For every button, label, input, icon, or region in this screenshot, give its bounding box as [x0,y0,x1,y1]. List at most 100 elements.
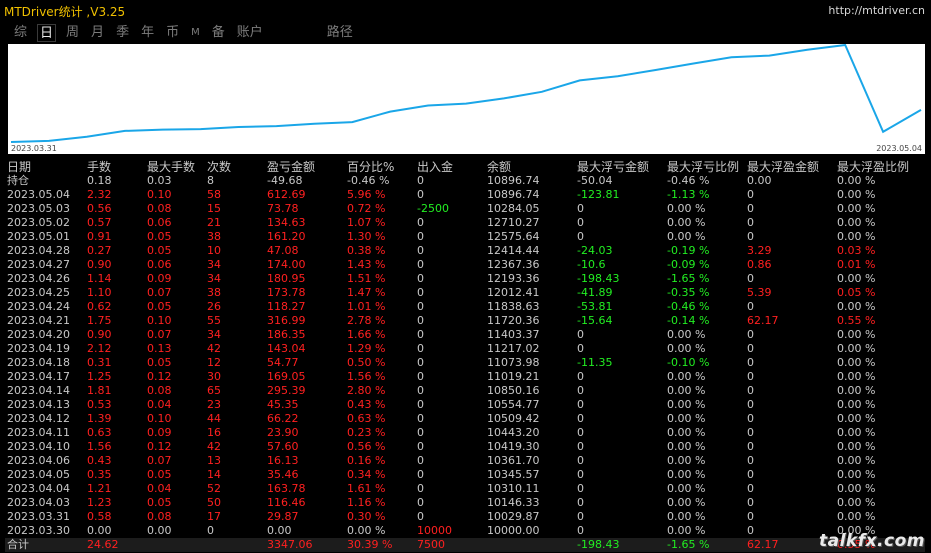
cell-mfpp: 0.00 % [837,454,876,467]
cell-count: 21 [207,216,221,229]
table-row[interactable]: 2023.04.18 0.31 0.05 12 54.77 0.50 % 0 11073.98… [5,356,925,370]
cell-mfp: 3.29 [747,244,772,257]
cell-mfl: 0 [577,370,584,383]
holding-row[interactable]: 持仓 0.18 0.03 8 -49.68 -0.46 % 0 10896.74 -50.04 -… [5,174,925,188]
table-row[interactable]: 2023.05.01 0.91 0.05 38 161.20 1.30 % 0 12575.6… [5,230,925,244]
header-max-float-profit[interactable]: 最大浮盈金额 [747,159,820,174]
tab-summary[interactable]: 综 [14,25,28,40]
table-row[interactable]: 2023.03.30 0.00 0.00 0 0.00 0.00 % 10000 10000.… [5,524,925,538]
cell-date: 2023.04.19 [7,342,70,355]
cell-balance: 10896.74 [487,174,540,187]
daily-stats-table: 日期 手数 最大手数 次数 盈亏金额 百分比% 出入金 余额 最大浮亏金额 最大… [5,159,925,552]
cell-mflp: -0.46 % [667,174,710,187]
tab-month[interactable]: 月 [91,25,105,40]
table-row[interactable]: 2023.04.27 0.90 0.06 34 174.00 1.43 % 0 12367.3… [5,258,925,272]
total-row[interactable]: 合计 24.62 3347.06 30.39 % 7500 -198.43 -1.65 % 6… [5,538,925,552]
cell-lots: 0.90 [87,258,112,271]
cell-pct: 1.47 % [347,286,386,299]
header-date[interactable]: 日期 [7,159,32,174]
tab-m[interactable]: M [191,27,200,38]
table-row[interactable]: 2023.04.10 1.56 0.12 42 57.60 0.56 % 0 10419.30… [5,440,925,454]
cell-lots: 24.62 [85,538,145,552]
cell-mfp: 0 [747,202,754,215]
tab-quarter[interactable]: 季 [116,25,130,40]
table-row[interactable]: 2023.04.24 0.62 0.05 26 118.27 1.01 % 0 11838.6… [5,300,925,314]
chart-start-date: 2023.03.31 [11,144,57,153]
tab-currency[interactable]: 币 [166,25,180,40]
cell-balance: 11073.98 [487,356,540,369]
header-deposit-withdraw[interactable]: 出入金 [417,159,454,174]
table-row[interactable]: 2023.04.11 0.63 0.09 16 23.90 0.23 % 0 10443.20… [5,426,925,440]
table-row[interactable]: 2023.04.04 1.21 0.04 52 163.78 1.61 % 0 10310.1… [5,482,925,496]
cell-io: 0 [417,258,424,271]
tab-path[interactable]: 路径 [326,25,353,40]
cell-date: 2023.04.10 [7,440,70,453]
header-lots[interactable]: 手数 [87,159,112,174]
table-row[interactable]: 2023.04.20 0.90 0.07 34 186.35 1.66 % 0 11403.3… [5,328,925,342]
cell-lots: 1.10 [87,286,112,299]
table-row[interactable]: 2023.04.26 1.14 0.09 34 180.95 1.51 % 0 12193.3… [5,272,925,286]
header-count[interactable]: 次数 [207,159,232,174]
cell-date: 2023.04.20 [7,328,70,341]
header-max-float-profit-pct[interactable]: 最大浮盈比例 [837,159,910,174]
table-row[interactable]: 2023.04.21 1.75 0.10 55 316.99 2.78 % 0 11720.3… [5,314,925,328]
table-row[interactable]: 2023.04.14 1.81 0.08 65 295.39 2.80 % 0 10850.1… [5,384,925,398]
cell-date: 2023.05.02 [7,216,70,229]
table-row[interactable]: 2023.04.28 0.27 0.05 10 47.08 0.38 % 0 12414.44… [5,244,925,258]
cell-date: 2023.04.18 [7,356,70,369]
header-max-float-loss[interactable]: 最大浮亏金额 [577,159,650,174]
cell-mfl: -53.81 [577,300,613,313]
cell-mflp: 0.00 % [667,510,706,523]
cell-pct: 1.56 % [347,370,386,383]
table-row[interactable]: 2023.04.25 1.10 0.07 38 173.78 1.47 % 0 12012.4… [5,286,925,300]
table-row[interactable]: 2023.04.17 1.25 0.12 30 169.05 1.56 % 0 11019.2… [5,370,925,384]
tab-year[interactable]: 年 [141,25,155,40]
cell-io: 0 [417,496,424,509]
cell-pct: 0.38 % [347,244,386,257]
cell-pct: 1.07 % [347,216,386,229]
table-row[interactable]: 2023.04.19 2.12 0.13 42 143.04 1.29 % 0 11217.0… [5,342,925,356]
cell-pnl: 35.46 [267,468,299,481]
cell-balance: 11720.36 [487,314,540,327]
header-max-float-loss-pct[interactable]: 最大浮亏比例 [667,159,740,174]
table-row[interactable]: 2023.05.03 0.56 0.08 15 73.78 0.72 % -2500 1028… [5,202,925,216]
cell-pnl: 116.46 [267,496,306,509]
cell-balance: 10361.70 [487,454,540,467]
cell-pct: 0.16 % [347,454,386,467]
table-row[interactable]: 2023.04.03 1.23 0.05 50 116.46 1.16 % 0 10146.3… [5,496,925,510]
table-row[interactable]: 2023.04.06 0.43 0.07 13 16.13 0.16 % 0 10361.70… [5,454,925,468]
cell-io: 7500 [415,538,485,552]
cell-count: 10 [207,244,221,257]
header-percent[interactable]: 百分比% [347,159,395,174]
cell-mfpp: 0.00 % [837,426,876,439]
cell-mflp: 0.00 % [667,482,706,495]
tab-notes[interactable]: 备 [211,25,225,40]
header-max-lots[interactable]: 最大手数 [147,159,196,174]
cell-mfp: 0 [747,300,754,313]
tab-week[interactable]: 周 [66,25,80,40]
table-row[interactable]: 2023.05.04 2.32 0.10 58 612.69 5.96 % 0 10896.7… [5,188,925,202]
cell-mfp: 0 [747,412,754,425]
cell-max_lots [145,538,205,552]
header-pnl[interactable]: 盈亏金额 [267,159,316,174]
cell-mflp: 0.00 % [667,468,706,481]
cell-pnl: 169.05 [267,370,306,383]
cell-pnl: 186.35 [267,328,306,341]
cell-pnl: 180.95 [267,272,306,285]
cell-count: 30 [207,370,221,383]
header-balance[interactable]: 余额 [487,159,512,174]
tab-day[interactable]: 日 [37,24,57,42]
table-row[interactable]: 2023.03.31 0.58 0.08 17 29.87 0.30 % 0 10029.87… [5,510,925,524]
cell-mfpp: 0.00 % [837,524,876,537]
cell-mfl: 0 [577,524,584,537]
tab-account[interactable]: 账户 [236,25,263,40]
table-row[interactable]: 2023.04.13 0.53 0.04 23 45.35 0.43 % 0 10554.77… [5,398,925,412]
table-row[interactable]: 2023.05.02 0.57 0.06 21 134.63 1.07 % 0 12710.2… [5,216,925,230]
table-row[interactable]: 2023.04.12 1.39 0.10 44 66.22 0.63 % 0 10509.42… [5,412,925,426]
cell-pct: 2.78 % [347,314,386,327]
website-link[interactable]: http://mtdriver.cn [828,4,925,17]
cell-mflp: 0.00 % [667,384,706,397]
table-row[interactable]: 2023.04.05 0.35 0.05 14 35.46 0.34 % 0 10345.57… [5,468,925,482]
cell-pct: 1.29 % [347,342,386,355]
cell-lots: 0.91 [87,230,112,243]
